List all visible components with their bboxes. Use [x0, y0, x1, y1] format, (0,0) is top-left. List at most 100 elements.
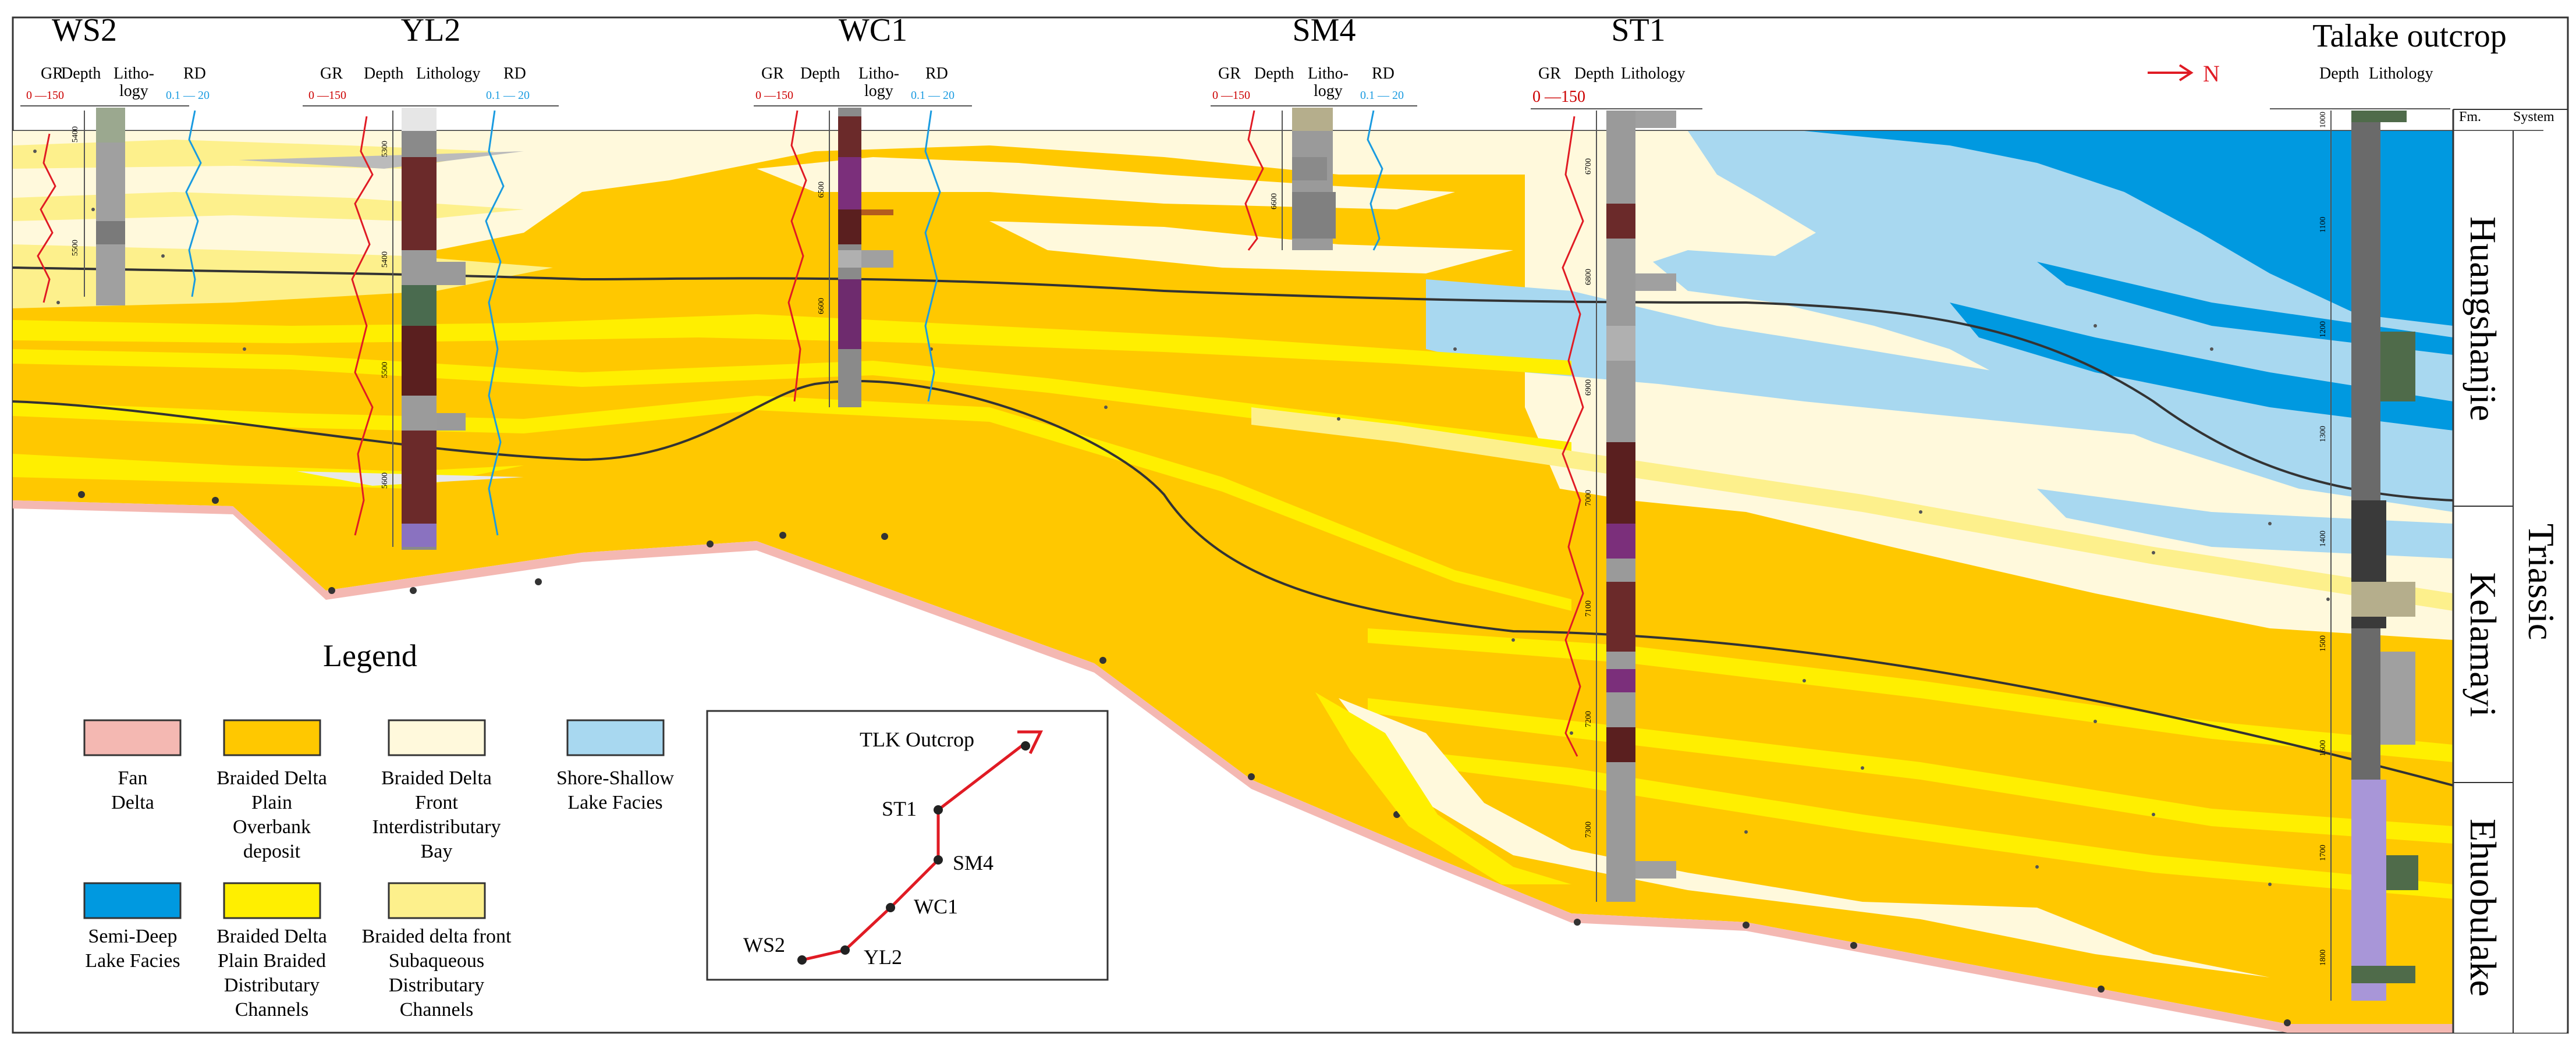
shore-lake-lower: [2037, 489, 2453, 559]
legend-label: Plain: [251, 792, 292, 813]
gr-scale: 0 —150: [1212, 89, 1250, 102]
well-wc1: WC1 GR Depth Litho- logy RD 0 —150 0.1 —…: [754, 12, 972, 407]
legend-label: Braided Delta: [217, 926, 327, 947]
log-header-litho: Lithology: [1621, 65, 1685, 83]
rd-scale: 0.1 — 20: [486, 89, 530, 102]
well-name: SM4: [1293, 12, 1356, 48]
log-header-litho2: logy: [1314, 82, 1343, 100]
map-label-tlk: TLK Outcrop: [860, 728, 974, 751]
legend-label: Distributary: [389, 975, 484, 996]
legend-swatch-deep-lake: [83, 882, 182, 919]
channel-e3: [1408, 751, 2453, 899]
map-frame: [706, 710, 1109, 981]
well-yl2: YL2 GR Depth Lithology RD 0 —150 0.1 — 2…: [303, 12, 559, 550]
map-label-ws2: WS2: [743, 933, 785, 956]
gray-lens-2: [239, 151, 524, 169]
legend-label: Braided Delta: [381, 767, 492, 789]
depth-label: 1200: [2319, 321, 2327, 337]
log-header-depth: Depth: [1254, 65, 1294, 83]
rd-curve: [1367, 110, 1383, 251]
location-map: TLK Outcrop ST1 SM4 WC1 WS2 YL2: [706, 710, 1109, 981]
rd-curve: [185, 110, 202, 297]
formation-huangshanjie: Huangshanjie: [2463, 216, 2504, 421]
gr-scale: 0 —150: [1532, 88, 1585, 106]
channel-e1: [1368, 628, 2453, 762]
outcrop-title: Talake outcrop: [2312, 18, 2506, 54]
gr-scale: 0 —150: [26, 89, 64, 102]
boundary-huangshanjie-base: [12, 266, 2454, 502]
legend-swatch-shore-lake: [566, 719, 665, 756]
depth-label: 5400: [381, 251, 389, 268]
depth-label: 1600: [2319, 740, 2327, 756]
semi-deep-lake-2: [1950, 303, 2453, 431]
basal-dots: [78, 491, 2291, 1026]
log-header-gr: GR: [320, 65, 343, 83]
gr-curve: [1562, 116, 1584, 757]
legend-swatch-channel: [223, 882, 321, 919]
depth-label: 1100: [2319, 217, 2327, 233]
depth-label: 1500: [2319, 635, 2327, 652]
channel-e2: [1368, 698, 2453, 844]
legend-label: Channels: [400, 999, 474, 1020]
well-name: WS2: [52, 12, 117, 48]
system-header: System: [2513, 109, 2554, 125]
log-header-rd: RD: [1372, 65, 1395, 83]
gr-scale: 0 —150: [308, 89, 346, 102]
legend-label: deposit: [243, 841, 301, 862]
legend-label: Distributary: [224, 975, 320, 996]
well-sm4: SM4 GR Depth Litho- logy RD 0 —150 0.1 —…: [1211, 12, 1417, 251]
sand-dots: [33, 150, 2330, 886]
well-st1: ST1 GR Depth Lithology 0 —150 6700 6800 …: [1531, 12, 1702, 902]
legend-label: Semi-Deep: [88, 926, 178, 947]
depth-label: 6800: [1584, 269, 1593, 285]
legend: Legend Fan Delta Braided Delta Plain Ove…: [83, 638, 674, 1020]
well-name: WC1: [839, 12, 907, 48]
gr-curve: [37, 133, 56, 303]
log-header-depth: Depth: [364, 65, 403, 83]
depth-label: 5300: [381, 141, 389, 157]
legend-label: Interdistributary: [372, 816, 501, 838]
legend-swatch-overbank: [223, 719, 321, 756]
boundary-kelamayi-base: [12, 379, 2454, 787]
formation-kelamayi: Kelamayi: [2463, 572, 2504, 717]
shore-lake-mid: [1426, 279, 2453, 465]
legend-swatch-subaqueous: [388, 882, 486, 919]
legend-label: Fan: [118, 767, 148, 789]
north-arrow: N: [2148, 61, 2220, 87]
legend-label: Lake Facies: [85, 950, 180, 972]
well-ws2: WS2 GR Depth Litho- logy RD 0 —150 0.1 —…: [20, 12, 210, 305]
legend-label: Braided Delta: [217, 767, 327, 789]
depth-label: 6700: [1584, 158, 1593, 175]
map-label-wc1: WC1: [914, 895, 958, 918]
subaq-e1: [1251, 407, 2453, 611]
rd-curve: [924, 110, 941, 402]
bay-lens-1: [757, 157, 1455, 209]
legend-title: Legend: [323, 638, 417, 673]
log-header-depth: Depth: [800, 65, 840, 83]
legend-swatch-bay: [388, 719, 486, 756]
outcrop-header-litho: Lithology: [2369, 65, 2433, 83]
log-header-litho: Lithology: [416, 65, 480, 83]
depth-label: 1000: [2319, 112, 2327, 128]
log-header-gr: GR: [41, 65, 63, 83]
legend-label: Subaqueous: [389, 950, 484, 972]
log-header-litho2: logy: [119, 82, 148, 100]
log-header-rd: RD: [925, 65, 948, 83]
fan-delta-band: [13, 500, 2453, 1033]
depth-label: 6900: [1584, 379, 1593, 396]
map-label-sm4: SM4: [953, 851, 994, 874]
system-triassic: Triassic: [2521, 524, 2562, 640]
depth-label: 1700: [2319, 845, 2327, 861]
well-name: ST1: [1611, 12, 1665, 48]
stratigraphy-columns: Fm. System Huangshanjie Kelamayi Ehuobul…: [2452, 109, 2568, 1033]
depth-label: 7000: [1584, 490, 1593, 506]
log-header-gr: GR: [1538, 65, 1561, 83]
legend-label: Braided delta front: [362, 926, 512, 947]
depth-label: 6600: [817, 298, 826, 314]
depth-label: 5500: [71, 240, 80, 256]
log-header-litho: Litho-: [113, 65, 154, 83]
log-header-rd: RD: [183, 65, 206, 83]
well-name: YL2: [401, 12, 461, 48]
gr-curve: [1244, 110, 1264, 251]
depth-label: 5400: [71, 126, 80, 143]
